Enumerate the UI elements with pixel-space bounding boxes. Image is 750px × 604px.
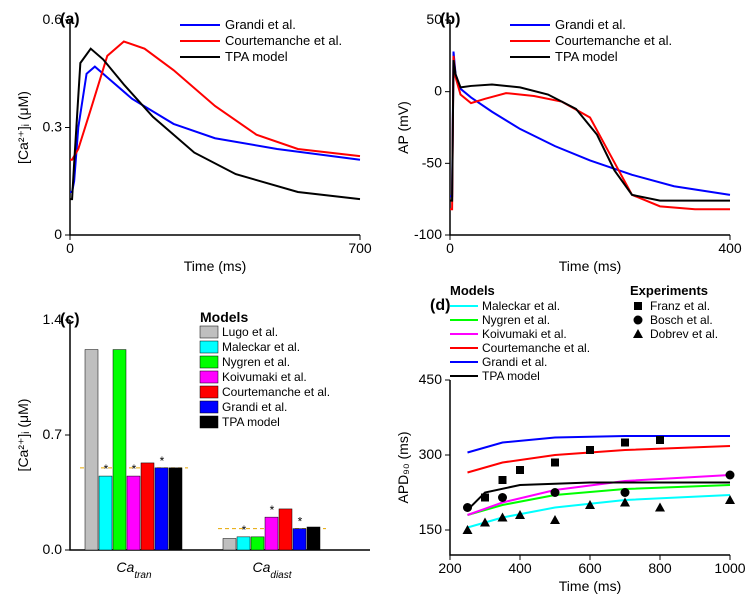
svg-text:Courtemanche et al.: Courtemanche et al. xyxy=(482,341,590,355)
svg-text:450: 450 xyxy=(419,371,443,387)
svg-text:0: 0 xyxy=(66,240,74,256)
svg-text:0: 0 xyxy=(446,240,454,256)
series-line xyxy=(450,56,730,209)
svg-text:800: 800 xyxy=(648,560,672,576)
series-line xyxy=(450,52,730,197)
svg-text:Maleckar et al.: Maleckar et al. xyxy=(482,299,560,313)
svg-text:Dobrev et al.: Dobrev et al. xyxy=(650,327,718,341)
svg-text:Courtemanche et al.: Courtemanche et al. xyxy=(222,385,330,399)
series-line xyxy=(468,475,731,515)
svg-text:700: 700 xyxy=(348,240,372,256)
svg-text:*: * xyxy=(104,462,109,476)
svg-text:Grandi et al.: Grandi et al. xyxy=(222,400,287,414)
svg-text:(d): (d) xyxy=(430,297,450,314)
svg-text:Franz et al.: Franz et al. xyxy=(650,299,710,313)
svg-text:0.3: 0.3 xyxy=(43,119,63,135)
svg-text:0.7: 0.7 xyxy=(43,426,63,442)
svg-text:-100: -100 xyxy=(414,226,442,242)
svg-text:Time (ms): Time (ms) xyxy=(559,258,621,274)
bar xyxy=(307,527,320,550)
svg-text:Courtemanche et al.: Courtemanche et al. xyxy=(225,33,342,48)
bar xyxy=(99,476,112,550)
series-line xyxy=(468,495,731,528)
svg-text:400: 400 xyxy=(508,560,532,576)
bar xyxy=(237,537,250,550)
bar xyxy=(251,537,264,550)
panel-d: 200 400 600 800 1000 150 300 450 Time (ms) APD₉₀ … xyxy=(395,283,746,594)
svg-text:*: * xyxy=(270,503,275,517)
series-line xyxy=(450,60,730,200)
bar xyxy=(223,539,236,551)
bar xyxy=(155,468,168,550)
series-line xyxy=(70,67,360,192)
svg-text:300: 300 xyxy=(419,446,443,462)
svg-text:Grandi et al.: Grandi et al. xyxy=(555,17,626,32)
svg-text:Grandi et al.: Grandi et al. xyxy=(225,17,296,32)
svg-text:Bosch et al.: Bosch et al. xyxy=(650,313,713,327)
svg-text:Courtemanche et al.: Courtemanche et al. xyxy=(555,33,672,48)
bar xyxy=(293,529,306,550)
svg-text:Models: Models xyxy=(450,283,495,298)
svg-text:Time (ms): Time (ms) xyxy=(559,578,621,594)
svg-text:*: * xyxy=(132,462,137,476)
svg-text:Koivumaki et al.: Koivumaki et al. xyxy=(482,327,567,341)
svg-text:Koivumaki et al.: Koivumaki et al. xyxy=(222,370,307,384)
svg-text:150: 150 xyxy=(419,521,443,537)
svg-text:0.0: 0.0 xyxy=(43,541,63,557)
svg-text:600: 600 xyxy=(578,560,602,576)
svg-text:(a): (a) xyxy=(60,11,80,28)
panel-a: 070000.30.6Time (ms)[Ca²⁺]ᵢ (μM)(a)Grand… xyxy=(15,11,372,274)
svg-text:0: 0 xyxy=(434,83,442,99)
svg-text:*: * xyxy=(160,454,165,468)
svg-text:Time (ms): Time (ms) xyxy=(184,258,246,274)
svg-text:(c): (c) xyxy=(60,311,80,328)
svg-text:Grandi et al.: Grandi et al. xyxy=(482,355,547,369)
svg-text:Catran: Catran xyxy=(116,559,152,581)
bar xyxy=(141,463,154,550)
svg-text:*: * xyxy=(242,523,247,537)
bar xyxy=(127,476,140,550)
svg-text:AP (mV): AP (mV) xyxy=(395,101,411,154)
svg-text:1000: 1000 xyxy=(714,560,745,576)
svg-text:*: * xyxy=(298,515,303,529)
svg-text:400: 400 xyxy=(718,240,742,256)
svg-text:Cadiast: Cadiast xyxy=(252,559,292,581)
svg-text:Experiments: Experiments xyxy=(630,283,708,298)
series-line xyxy=(468,436,731,453)
series-line xyxy=(468,485,731,515)
svg-text:Nygren et al.: Nygren et al. xyxy=(222,355,290,369)
svg-text:Lugo et al.: Lugo et al. xyxy=(222,325,278,339)
panel-b: 0400-100-50050Time (ms)AP (mV)(b)Grandi … xyxy=(395,11,742,274)
svg-text:(b): (b) xyxy=(440,11,460,28)
svg-text:Nygren et al.: Nygren et al. xyxy=(482,313,550,327)
svg-text:TPA model: TPA model xyxy=(225,49,288,64)
svg-text:Models: Models xyxy=(200,309,248,325)
series-line xyxy=(70,49,360,200)
svg-text:[Ca²⁺]ᵢ (μM): [Ca²⁺]ᵢ (μM) xyxy=(15,91,31,164)
svg-text:APD₉₀ (ms): APD₉₀ (ms) xyxy=(395,431,411,503)
svg-text:Maleckar et al.: Maleckar et al. xyxy=(222,340,300,354)
svg-text:200: 200 xyxy=(438,560,462,576)
panel-c: 0.00.71.4[Ca²⁺]ᵢ (μM)(c)******CatranCadi… xyxy=(15,309,370,581)
svg-text:TPA model: TPA model xyxy=(555,49,618,64)
svg-text:[Ca²⁺]ᵢ (μM): [Ca²⁺]ᵢ (μM) xyxy=(15,399,31,472)
series-line xyxy=(70,42,360,160)
bar xyxy=(85,350,98,550)
bar xyxy=(279,509,292,550)
svg-text:TPA model: TPA model xyxy=(482,369,540,383)
svg-text:TPA model: TPA model xyxy=(222,415,280,429)
bar xyxy=(113,350,126,550)
series-line xyxy=(468,446,731,473)
bar xyxy=(265,517,278,550)
bar xyxy=(169,468,182,550)
svg-text:-50: -50 xyxy=(422,154,442,170)
svg-text:0: 0 xyxy=(54,226,62,242)
